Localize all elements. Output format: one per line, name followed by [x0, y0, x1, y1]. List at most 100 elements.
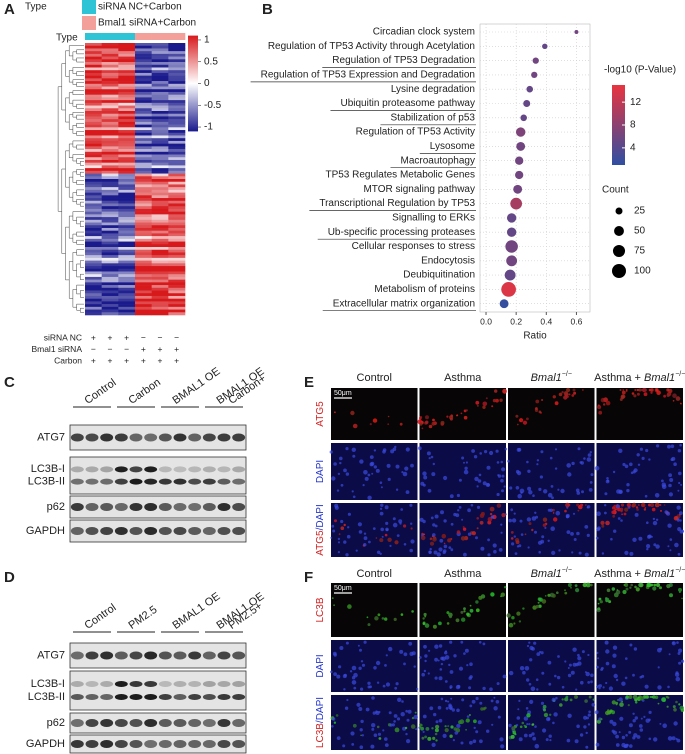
signal — [549, 713, 552, 716]
heatmap-cell — [101, 70, 119, 74]
signal — [471, 531, 476, 536]
heatmap-cell — [151, 298, 169, 302]
row-label-part: /DAPI — [315, 504, 326, 530]
nucleus — [393, 720, 396, 723]
signal — [650, 391, 653, 394]
nucleus — [677, 527, 682, 532]
signal — [542, 517, 548, 522]
heatmap-cell — [118, 230, 136, 234]
nucleus — [345, 472, 350, 476]
signal — [532, 605, 537, 610]
dendrogram — [80, 201, 84, 207]
nucleus — [681, 659, 685, 663]
heatmap-cell — [151, 111, 169, 115]
nucleus — [376, 681, 380, 684]
heatmap-cell — [101, 102, 119, 106]
nucleus — [358, 530, 363, 534]
nucleus — [539, 475, 544, 479]
legend-swatch — [82, 16, 96, 30]
heatmap-cell — [135, 168, 152, 172]
nucleus — [588, 488, 593, 492]
signal — [541, 398, 544, 402]
nucleus — [587, 653, 590, 657]
blot-band — [232, 466, 246, 473]
heatmap-cell — [85, 184, 102, 188]
dendrogram — [76, 180, 84, 185]
condition-sign: + — [158, 355, 163, 365]
nucleus — [610, 537, 613, 541]
signal — [372, 418, 378, 423]
nucleus — [656, 444, 660, 448]
nucleus — [518, 544, 522, 548]
heatmap-cell — [118, 244, 136, 248]
nucleus — [617, 517, 621, 520]
signal — [419, 723, 422, 726]
heatmap-cell — [118, 86, 136, 90]
signal — [656, 390, 661, 396]
heatmap-cell — [135, 48, 152, 52]
heatmap-cell — [118, 162, 136, 166]
signal — [572, 388, 576, 392]
heatmap-cell — [168, 274, 186, 278]
nucleus — [486, 465, 491, 470]
heatmap-cell — [118, 48, 136, 52]
nucleus — [351, 743, 355, 746]
heatmap-cell — [151, 162, 169, 166]
nucleus — [331, 725, 334, 728]
nucleus — [360, 687, 364, 691]
nucleus — [340, 483, 344, 487]
dot — [505, 240, 518, 253]
nucleus — [580, 461, 584, 465]
heatmap-cell — [135, 260, 152, 264]
signal — [535, 604, 540, 609]
nucleus — [336, 489, 340, 492]
heatmap-cell — [118, 279, 136, 283]
nucleus — [346, 698, 349, 702]
nucleus — [437, 659, 440, 662]
micrograph — [331, 640, 418, 692]
heatmap-cell — [101, 198, 119, 202]
category-label: Metabolism of proteins — [374, 284, 475, 295]
protein-label: LC3B-II — [28, 691, 65, 703]
scale-tick-label: 1 — [204, 35, 210, 46]
heatmap-cell — [168, 116, 186, 120]
heatmap-cell — [151, 67, 169, 71]
heatmap-cell — [118, 192, 136, 196]
signal — [443, 542, 446, 545]
heatmap-cell — [118, 252, 136, 256]
nucleus — [389, 544, 392, 548]
nucleus — [535, 515, 539, 519]
heatmap-cell — [135, 59, 152, 63]
heatmap-cell — [168, 203, 186, 207]
x-axis-label: Ratio — [523, 331, 547, 342]
heatmap-cell — [101, 43, 119, 47]
nucleus — [463, 652, 466, 655]
signal — [421, 427, 424, 430]
signal — [551, 593, 556, 598]
heatmap-cell — [168, 206, 186, 210]
signal — [655, 389, 658, 391]
signal — [621, 390, 626, 395]
color-bar — [612, 85, 625, 165]
nucleus — [340, 519, 344, 524]
nucleus — [428, 457, 431, 460]
nucleus — [448, 703, 452, 707]
blot-band — [100, 719, 114, 727]
heatmap-cell — [151, 102, 169, 106]
dendrogram — [76, 71, 84, 76]
type-bar — [135, 33, 152, 40]
signal — [538, 604, 542, 608]
signal — [659, 586, 662, 590]
dendrogram — [76, 249, 84, 256]
header-sup: −/− — [562, 567, 572, 574]
heatmap-cell — [168, 67, 186, 71]
dendrogram — [72, 211, 84, 221]
row-label-part: DAPI — [315, 460, 326, 483]
signal — [424, 623, 430, 628]
heatmap-cell — [85, 170, 102, 174]
heatmap-cell — [101, 282, 119, 286]
nucleus — [444, 655, 450, 660]
nucleus — [380, 486, 383, 489]
heatmap-cell — [151, 170, 169, 174]
nucleus — [629, 462, 633, 467]
